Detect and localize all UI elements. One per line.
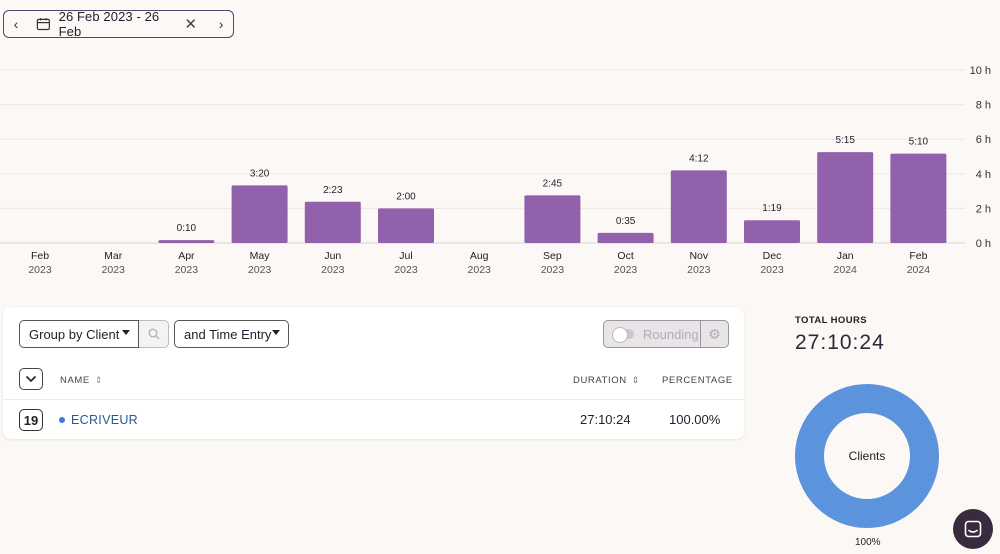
chart-bar — [597, 232, 654, 243]
x-tick-year-label: 2023 — [614, 264, 638, 276]
entry-count-badge[interactable]: 19 — [19, 409, 43, 431]
bar-value-label: 3:20 — [250, 168, 270, 179]
x-tick-month-label: Jul — [399, 250, 412, 262]
bar-value-label: 0:10 — [177, 223, 197, 234]
chart-bar — [378, 208, 434, 243]
row-duration: 27:10:24 — [580, 412, 631, 427]
table-divider — [3, 399, 744, 400]
calendar-icon — [36, 18, 50, 31]
chart-bar — [158, 240, 215, 243]
chart-bar — [890, 153, 947, 243]
column-header-name-label: NAME — [60, 375, 90, 386]
column-header-name[interactable]: NAME ⇕ — [60, 375, 103, 386]
client-color-dot — [59, 417, 65, 423]
x-tick-year-label: 2023 — [541, 264, 565, 276]
rounding-toggle[interactable]: Rounding — [603, 320, 701, 348]
chat-button[interactable] — [953, 509, 993, 549]
bar-value-label: 5:15 — [835, 135, 855, 146]
x-tick-month-label: Jan — [837, 250, 854, 262]
donut-center-label: Clients — [849, 449, 886, 463]
bar-value-label: 2:00 — [396, 191, 416, 202]
total-hours-label: TOTAL HOURS — [795, 315, 867, 326]
group-by-select[interactable]: Group by Client — [19, 320, 139, 348]
chart-bar — [670, 170, 727, 243]
y-tick-label: 10 h — [970, 65, 991, 77]
x-tick-year-label: 2023 — [760, 264, 784, 276]
group-by-select-label: Group by Client — [29, 326, 120, 342]
chevron-left-icon[interactable]: ‹ — [13, 16, 19, 32]
toggle-switch[interactable] — [612, 327, 634, 343]
bar-value-label: 5:10 — [909, 137, 929, 148]
bar-value-label: 2:45 — [543, 178, 563, 189]
y-tick-label: 8 h — [976, 100, 991, 112]
chart-bar — [231, 185, 288, 243]
expand-all-button[interactable] — [19, 368, 43, 390]
x-tick-month-label: Dec — [763, 250, 782, 262]
donut-segment — [795, 384, 939, 528]
column-header-duration[interactable]: DURATION ⇕ — [573, 375, 640, 386]
client-name-link[interactable]: ECRIVEUR — [71, 413, 138, 427]
date-range-picker[interactable]: ‹ 26 Feb 2023 - 26 Feb ✕ › — [3, 9, 234, 39]
y-tick-label: 0 h — [976, 238, 991, 250]
x-tick-year-label: 2023 — [28, 264, 52, 276]
caret-down-icon — [272, 330, 280, 335]
bar-value-label: 0:35 — [616, 216, 636, 227]
bar-value-label: 2:23 — [323, 185, 343, 196]
chart-bar — [304, 201, 361, 243]
x-tick-year-label: 2023 — [468, 264, 492, 276]
bar-value-label: 1:19 — [762, 203, 782, 214]
x-tick-year-label: 2023 — [394, 264, 418, 276]
chart-bar — [817, 152, 874, 243]
y-tick-label: 4 h — [976, 169, 991, 181]
x-tick-month-label: Oct — [617, 250, 633, 262]
time-entry-select[interactable]: and Time Entry — [174, 320, 289, 348]
rounding-label: Rounding — [643, 326, 699, 342]
chevron-right-icon[interactable]: › — [218, 16, 224, 32]
x-tick-month-label: Mar — [104, 250, 123, 262]
x-tick-month-label: Sep — [543, 250, 562, 262]
column-header-percentage-label: PERCENTAGE — [662, 375, 733, 386]
x-tick-year-label: 2023 — [687, 264, 711, 276]
monthly-hours-chart: 0 h 2 h 4 h 6 h 8 h 10 h Feb 2023 Mar 2023 0:10 Apr… — [0, 65, 991, 276]
search-icon — [148, 328, 159, 340]
chevron-down-icon — [25, 375, 37, 383]
y-tick-label: 6 h — [976, 134, 991, 146]
column-header-percentage: PERCENTAGE — [662, 375, 733, 386]
x-tick-month-label: Aug — [470, 250, 489, 262]
rounding-settings-button[interactable]: ⚙ — [700, 320, 729, 348]
x-tick-year-label: 2024 — [834, 264, 858, 276]
x-tick-year-label: 2024 — [907, 264, 931, 276]
chart-bar — [524, 195, 581, 243]
x-tick-month-label: Apr — [178, 250, 195, 262]
x-tick-year-label: 2023 — [102, 264, 126, 276]
x-tick-month-label: May — [250, 250, 271, 262]
x-tick-month-label: Nov — [689, 250, 708, 262]
sort-icon[interactable]: ⇕ — [94, 375, 104, 385]
close-icon[interactable]: ✕ — [184, 16, 198, 33]
x-tick-month-label: Jun — [324, 250, 341, 262]
gear-icon: ⚙ — [708, 325, 721, 342]
column-header-duration-label: DURATION — [573, 375, 627, 386]
bar-value-label: 4:12 — [689, 153, 709, 164]
row-percentage: 100.00% — [669, 412, 721, 427]
x-tick-month-label: Feb — [31, 250, 49, 262]
x-tick-year-label: 2023 — [175, 264, 199, 276]
search-button[interactable] — [139, 320, 169, 348]
y-tick-label: 2 h — [976, 203, 991, 215]
x-tick-year-label: 2023 — [248, 264, 272, 276]
caret-down-icon — [122, 330, 130, 335]
time-entry-select-label: and Time Entry — [184, 326, 272, 342]
report-table-card: Group by Client and Time Entry Rounding … — [3, 307, 744, 439]
x-tick-year-label: 2023 — [321, 264, 345, 276]
total-hours-value: 27:10:24 — [795, 331, 885, 354]
date-range-label[interactable]: 26 Feb 2023 - 26 Feb — [58, 9, 160, 39]
sort-icon[interactable]: ⇕ — [631, 375, 640, 385]
chart-bar — [744, 220, 800, 243]
donut-percent-label: 100% — [855, 537, 881, 548]
chat-icon — [964, 520, 982, 538]
x-tick-month-label: Feb — [909, 250, 927, 262]
clients-donut-chart: Clients — [795, 384, 939, 528]
